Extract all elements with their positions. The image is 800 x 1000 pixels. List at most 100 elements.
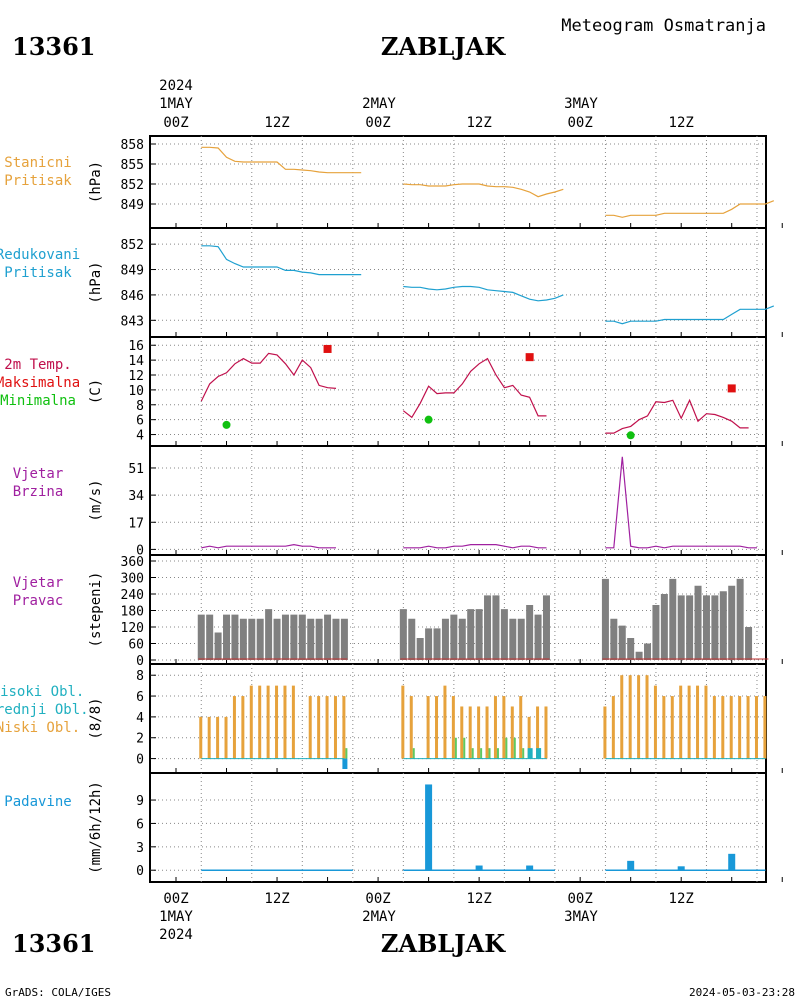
time-tick-label-top: 00Z [163, 115, 188, 131]
y-axis-label: (hPa) [88, 261, 104, 303]
cloud-low-bar [477, 706, 481, 759]
cloud-low-bar [754, 696, 758, 759]
wind-direction-bar [702, 595, 710, 660]
cloud-low-bar [721, 696, 725, 759]
time-tick-label-bottom: 00Z [163, 891, 188, 907]
y-tick-label: 4 [136, 429, 144, 444]
station-pressure-line [605, 200, 775, 218]
precip-bar [728, 853, 736, 871]
cloud-low-bar [317, 696, 321, 759]
panels: 849852855858(hPa)StanicniPritisak8438468… [0, 135, 783, 883]
time-tick-label-bottom: 12Z [466, 891, 491, 907]
tmin-marker [222, 420, 231, 429]
wind-direction-bar [340, 618, 348, 660]
cloud-low-bar [409, 696, 413, 759]
y-tick-label: 852 [121, 178, 144, 193]
wind-direction-bar [256, 618, 264, 660]
cloud-low-bar [485, 706, 489, 759]
time-tick-label-top: 00Z [365, 115, 390, 131]
tmax-marker [727, 384, 736, 393]
precip-bar [677, 866, 685, 871]
y-tick-label: 6 [136, 414, 144, 429]
cloud-mid-bar [505, 737, 508, 759]
cloud-low-bar [443, 685, 447, 759]
wind-direction-bar [214, 632, 222, 660]
panel-label: Vjetar [13, 575, 64, 591]
panel-precipitation: 0 3 6 9 (mm/6h/12h) Padavine [4, 772, 783, 883]
wind-direction-bar [542, 595, 550, 660]
y-tick-label: 180 [121, 605, 144, 620]
y-tick-label: 9 [136, 794, 144, 809]
wind-direction-bar [728, 585, 736, 660]
panel-frame [149, 445, 767, 556]
y-tick-label: 8 [136, 669, 144, 684]
y-tick-label: 4 [136, 711, 144, 726]
panel-reduced-pressure: 843 846 849 852 (hPa) Redukovani Pritisak [0, 227, 783, 338]
y-tick-label: 240 [121, 588, 144, 603]
footer-credit: GrADS: COLA/IGES [5, 986, 111, 999]
time-tick-label-top: 00Z [568, 115, 593, 131]
cloud-high-bar [536, 748, 542, 759]
cloud-low-bar [241, 696, 245, 759]
y-axis-label: (mm/6h/12h) [88, 781, 104, 874]
y-axis-label: (8/8) [88, 697, 104, 739]
y-tick-label: 120 [121, 621, 144, 636]
cloud-low-bar [207, 716, 211, 759]
y-tick-label: 16 [128, 339, 144, 354]
wind-direction-bar [711, 595, 719, 660]
chart-subtitle: Meteogram Osmatranja [561, 16, 766, 36]
wind-direction-bar [534, 614, 542, 660]
cloud-mid-bar [471, 748, 474, 759]
wind-direction-bar [652, 605, 660, 660]
panel-label: Pritisak [4, 173, 72, 189]
cloud-low-bar [232, 696, 236, 759]
cloud-low-bar [628, 675, 632, 759]
y-tick-label: 17 [128, 516, 144, 531]
station-pressure-line [403, 183, 564, 198]
cloud-low-bar [249, 685, 253, 759]
tmax-marker [525, 353, 534, 362]
cloud-low-bar [611, 696, 615, 759]
day-label-bottom: 1MAY [159, 909, 193, 925]
cloud-low-bar [266, 685, 270, 759]
tmin-marker [626, 431, 635, 440]
cloud-low-bar [224, 716, 228, 759]
y-tick-label: 849 [121, 198, 144, 213]
panel-label: 2m Temp. [4, 357, 71, 373]
cloud-low-bar [603, 706, 607, 759]
cloud-low-bar [325, 696, 329, 759]
wind-direction-bar [635, 651, 643, 660]
panel-label: Maksimalna [0, 375, 80, 391]
wind-direction-bar [677, 595, 685, 660]
day-label-bottom: 2MAY [362, 909, 396, 925]
wind-direction-bar [601, 578, 609, 660]
cloud-mid-bar [496, 748, 499, 759]
y-tick-label: 846 [121, 289, 144, 304]
time-tick-label-bottom: 00Z [365, 891, 390, 907]
wind-direction-bar [669, 578, 677, 660]
cloud-low-bar [519, 696, 523, 759]
wind-direction-bar [206, 614, 214, 660]
panel-frame [149, 135, 767, 229]
panel-label: Minimalna [0, 393, 76, 409]
cloud-low-bar [468, 706, 472, 759]
cloud-low-bar [662, 696, 666, 759]
y-tick-label: 858 [121, 138, 144, 153]
cloud-low-bar [510, 706, 514, 759]
y-tick-label: 8 [136, 399, 144, 414]
day-label-bottom: 3MAY [564, 909, 598, 925]
cloud-low-bar [258, 685, 262, 759]
cloud-low-bar [460, 706, 464, 759]
cloud-low-bar [283, 685, 287, 759]
y-axis-label: (C) [88, 379, 104, 404]
cloud-high-bar [342, 758, 348, 769]
wind-direction-bar [467, 609, 475, 660]
wind-direction-bar [500, 609, 508, 660]
cloud-low-bar [687, 685, 691, 759]
wind-speed-line [403, 543, 547, 549]
y-tick-label: 843 [121, 314, 144, 329]
reduced-pressure-line [403, 285, 564, 302]
cloud-low-bar [536, 706, 540, 759]
cloud-mid-bar [463, 737, 466, 759]
